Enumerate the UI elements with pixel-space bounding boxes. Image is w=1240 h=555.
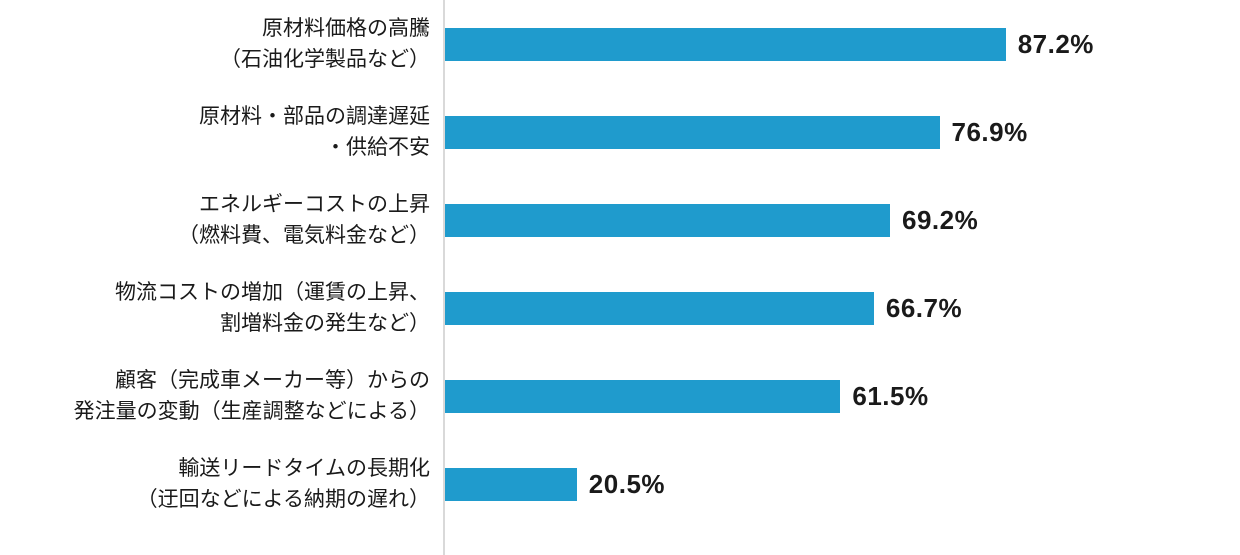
bar [445,467,577,501]
category-label-line2: （石油化学製品など） [220,48,430,71]
bar-track: 61.5% [443,379,1240,413]
bar [445,379,841,413]
category-label-line1: 顧客（完成車メーカー等）からの [115,369,430,392]
bar-track: 66.7% [443,291,1240,325]
bar-track: 76.9% [443,115,1240,149]
category-label-line1: 物流コストの増加（運賃の上昇、 [115,281,430,304]
category-label: 輸送リードタイムの長期化 （迂回などによる納期の遅れ） [0,453,443,515]
chart-rows: 原材料価格の高騰 （石油化学製品など） 87.2% 原材料・部品の調達遅延・供給不… [0,0,1240,528]
category-label-line1: エネルギーコストの上昇 [199,193,430,216]
category-label-line2: （燃料費、電気料金など） [178,224,430,247]
bar [445,115,940,149]
chart-row: エネルギーコストの上昇 （燃料費、電気料金など） 69.2% [0,176,1240,264]
bar [445,203,890,237]
category-label-line1: 原材料・部品の調達遅延 [199,105,430,128]
category-label: 原材料価格の高騰 （石油化学製品など） [0,13,443,75]
chart-row: 物流コストの増加（運賃の上昇、割増料金の発生など） 66.7% [0,264,1240,352]
category-label: 原材料・部品の調達遅延・供給不安 [0,101,443,163]
category-label-line2: 発注量の変動（生産調整などによる） [73,400,430,423]
category-label: エネルギーコストの上昇 （燃料費、電気料金など） [0,189,443,251]
bar [445,27,1006,61]
category-label: 顧客（完成車メーカー等）からの発注量の変動（生産調整などによる） [0,365,443,427]
value-label: 20.5% [588,468,666,499]
y-axis-line [443,0,445,555]
value-label: 69.2% [902,204,979,235]
chart-row: 顧客（完成車メーカー等）からの発注量の変動（生産調整などによる） 61.5% [0,352,1240,440]
category-label-line2: ・供給不安 [325,136,430,159]
bar-track: 69.2% [443,203,1240,237]
chart-row: 原材料価格の高騰 （石油化学製品など） 87.2% [0,0,1240,88]
bar-track: 20.5% [443,467,1240,501]
category-label-line1: 輸送リードタイムの長期化 [178,457,430,480]
bar-track: 87.2% [443,27,1240,61]
value-label: 87.2% [1017,28,1094,59]
value-label: 76.9% [951,116,1028,147]
value-label: 61.5% [852,380,929,411]
value-label: 66.7% [885,292,963,323]
category-label-line2: （迂回などによる納期の遅れ） [136,488,430,511]
category-label-line2: 割増料金の発生など） [220,312,430,335]
bar [445,291,874,325]
chart-row: 原材料・部品の調達遅延・供給不安 76.9% [0,88,1240,176]
category-label: 物流コストの増加（運賃の上昇、割増料金の発生など） [0,277,443,339]
category-label-line1: 原材料価格の高騰 [262,17,430,40]
chart-row: 輸送リードタイムの長期化 （迂回などによる納期の遅れ） 20.5% [0,440,1240,528]
